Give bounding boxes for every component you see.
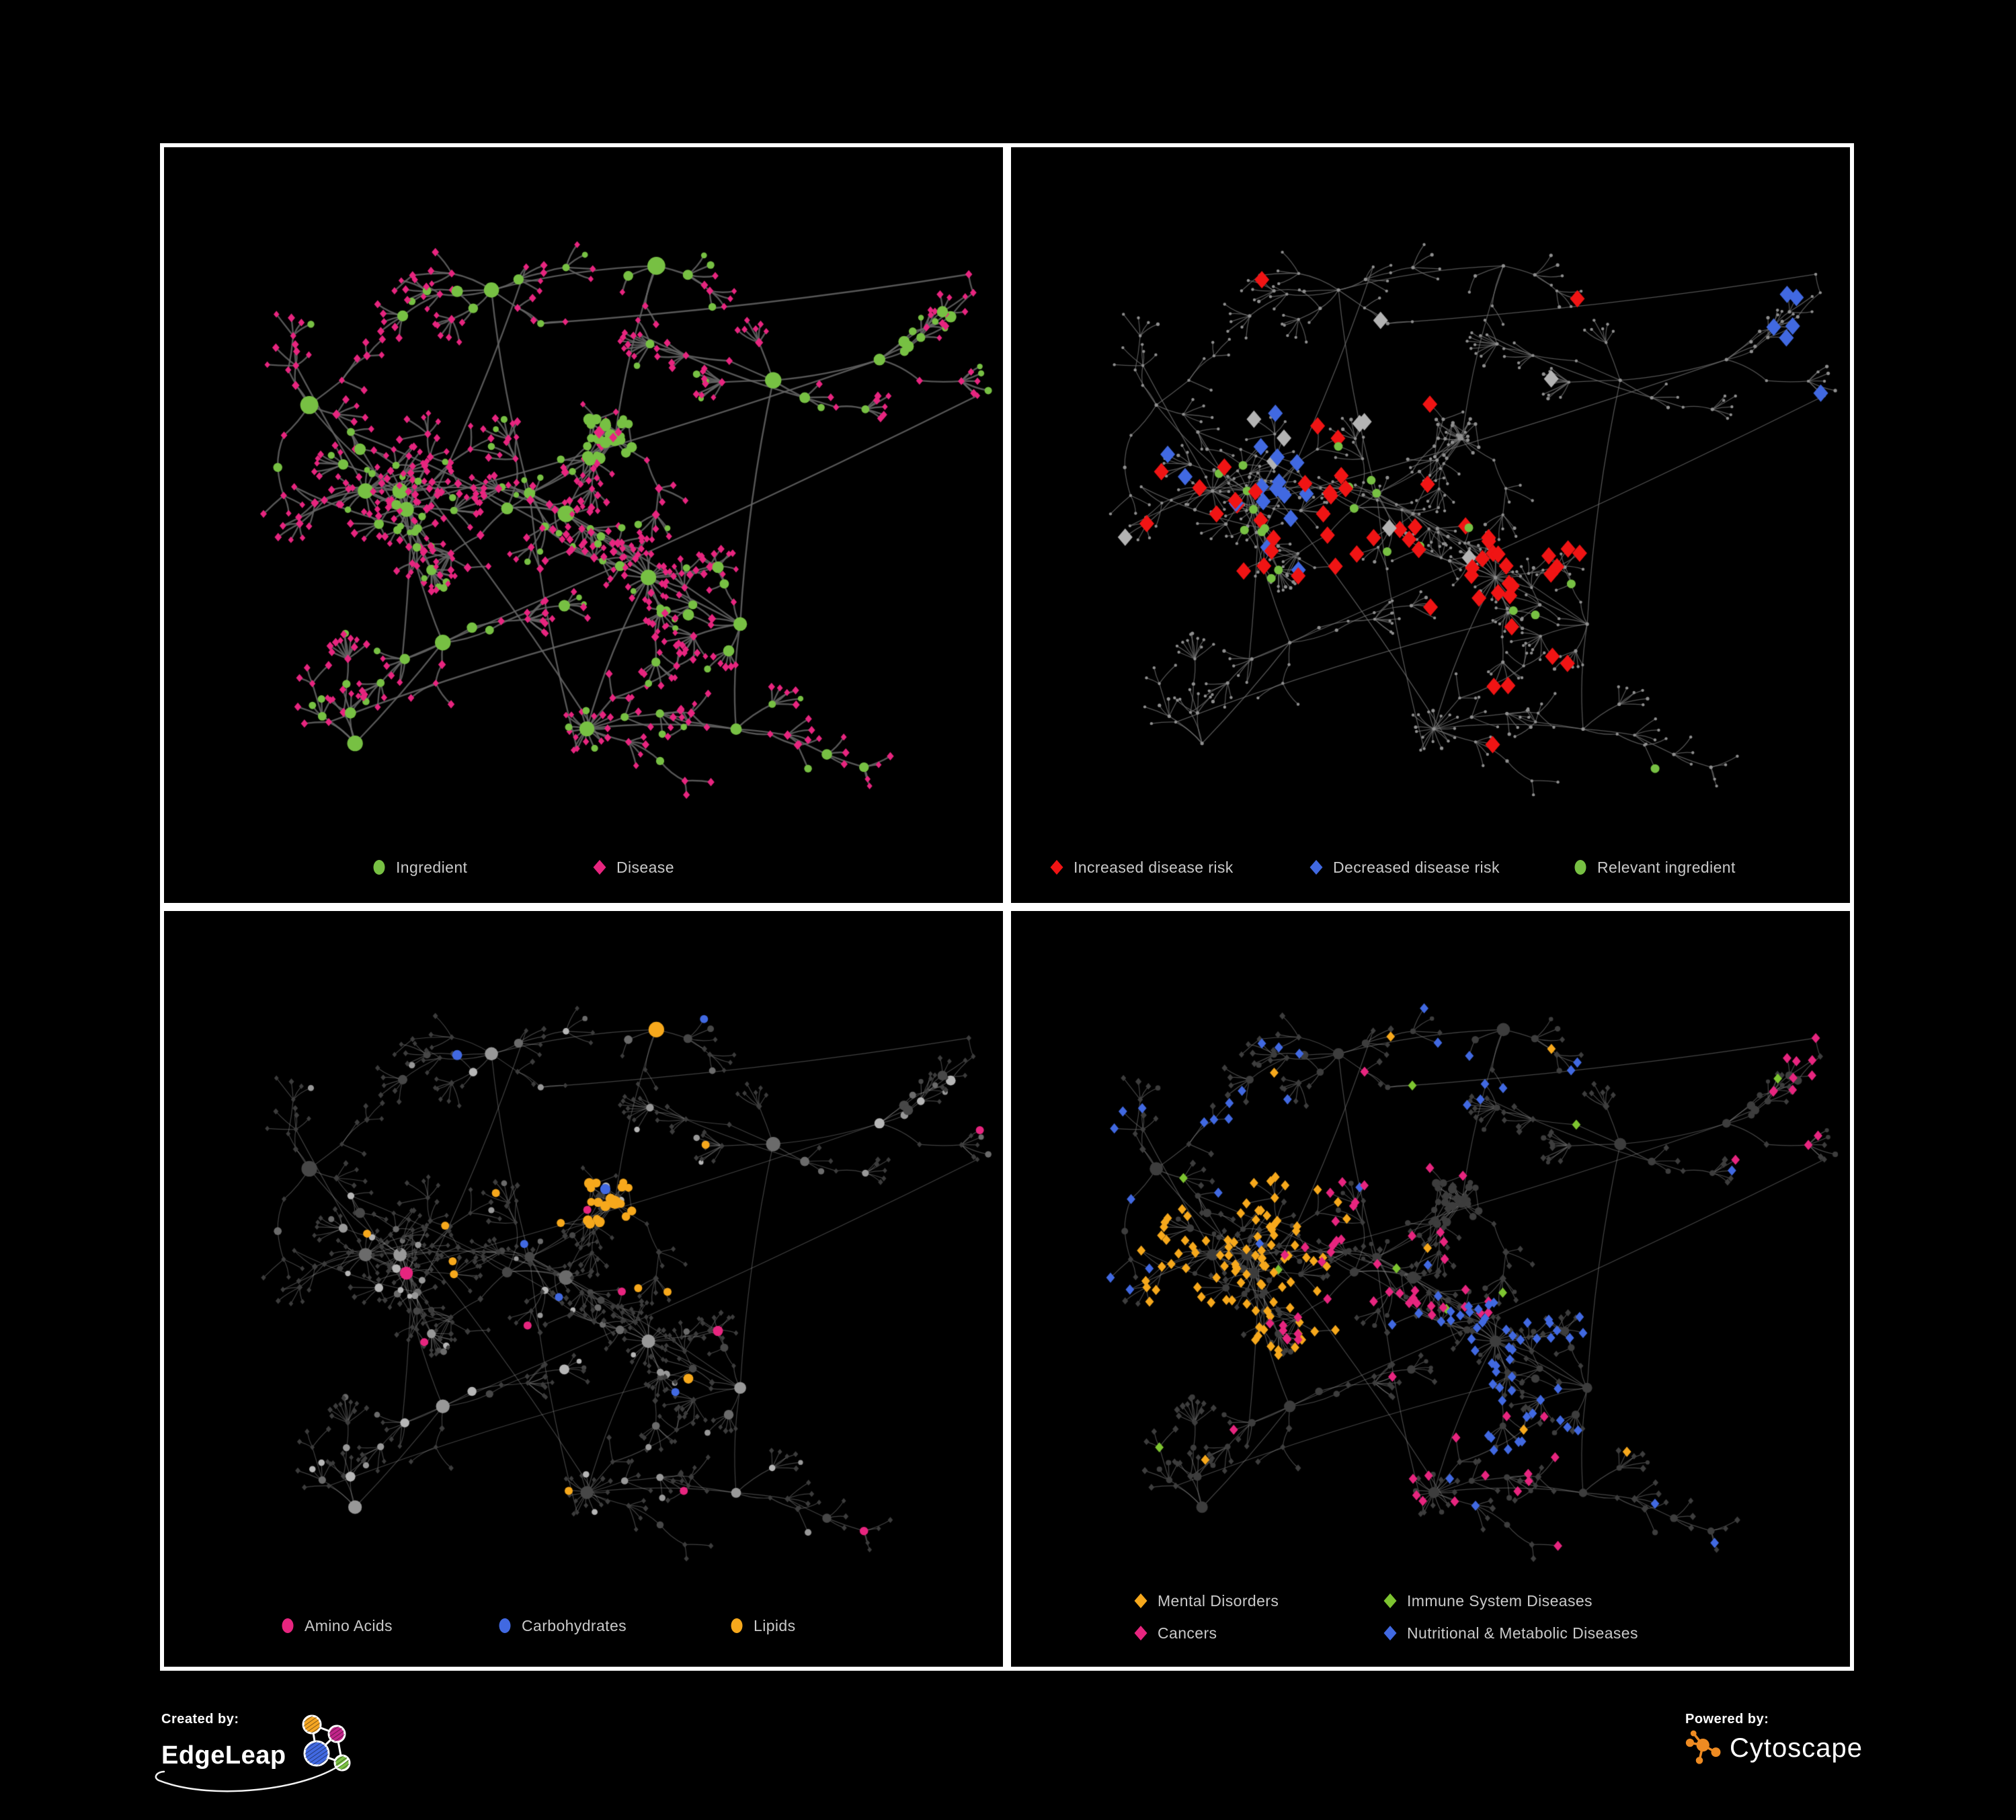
- cytoscape-logo-icon: [1685, 1730, 1721, 1764]
- edgeleap-logo-text: EdgeLeap: [161, 1741, 286, 1770]
- edgeleap-logo-icon: [302, 1714, 351, 1772]
- created-by-block: Created by: EdgeLeap: [155, 1712, 376, 1806]
- network-canvas-disease-risk: [1011, 147, 1850, 903]
- panel-disease-risk: Increased disease risk Decreased disease …: [1007, 143, 1854, 907]
- panel-nutrient-classes: Amino Acids Carbohydrates Lipids: [160, 907, 1007, 1671]
- panel-ingredient-disease: Ingredient Disease: [160, 143, 1007, 907]
- network-canvas-ingredient-disease: [164, 147, 1003, 903]
- panel-disease-categories: Mental Disorders Immune System Diseases Ca…: [1007, 907, 1854, 1671]
- network-canvas-disease-categories: [1011, 911, 1850, 1667]
- created-by-label: Created by:: [161, 1712, 239, 1727]
- four-panel-network-figure: Ingredient Disease Increased disease risk…: [160, 143, 1854, 1671]
- powered-by-block: Powered by: Cytoscape: [1685, 1712, 1887, 1786]
- cytoscape-logo-text: Cytoscape: [1730, 1733, 1863, 1763]
- powered-by-label: Powered by:: [1685, 1712, 1769, 1727]
- network-canvas-nutrient-classes: [164, 911, 1003, 1667]
